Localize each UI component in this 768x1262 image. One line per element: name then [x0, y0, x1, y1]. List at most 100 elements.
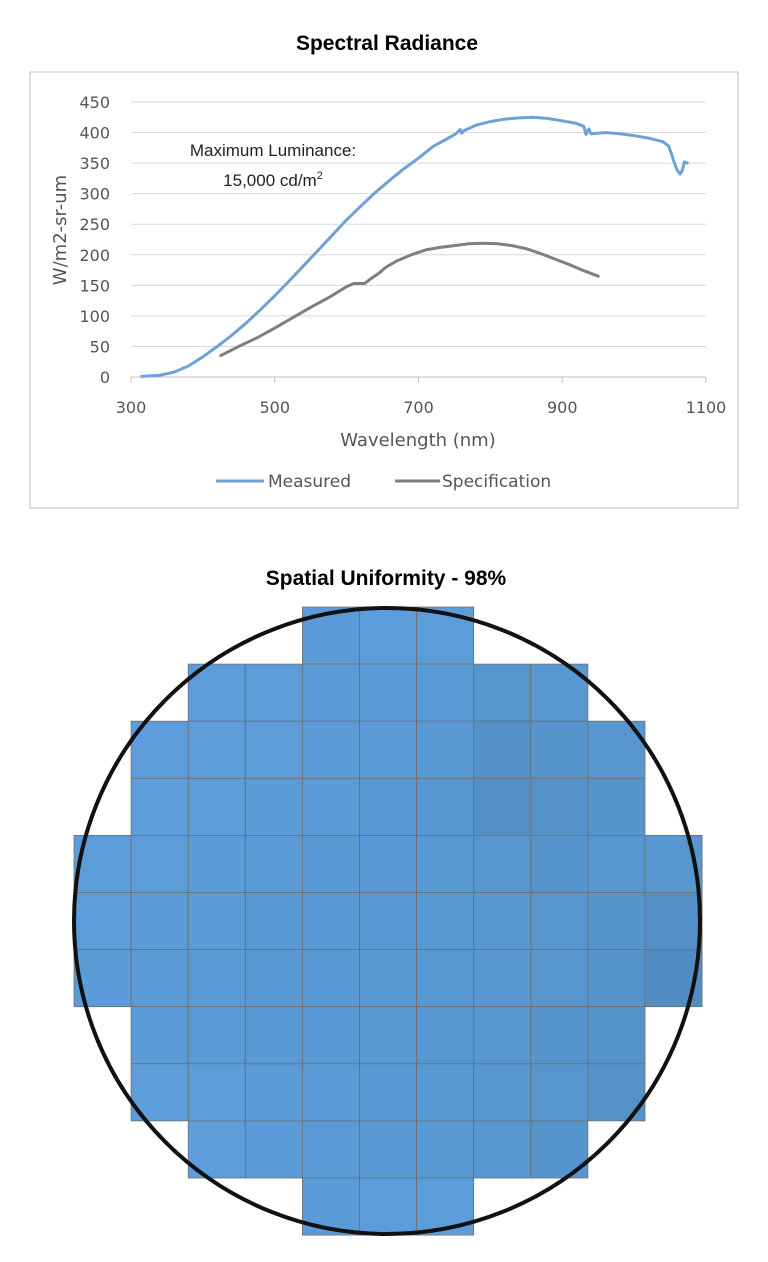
series-line-specification	[219, 241, 600, 358]
uniformity-cell	[244, 777, 303, 836]
legend: Measured Specification	[216, 472, 551, 492]
uniformity-cell	[587, 834, 646, 893]
uniformity-cell	[416, 606, 475, 665]
uniformity-cell	[416, 949, 475, 1008]
gridlines	[131, 101, 706, 347]
uniformity-cell	[244, 1006, 303, 1065]
uniformity-cell	[530, 949, 589, 1008]
uniformity-cell	[416, 1006, 475, 1065]
uniformity-cell	[301, 777, 360, 836]
uniformity-cell	[587, 892, 646, 950]
uniformity-cell	[301, 1063, 360, 1122]
annotation-line-2: 15,000 cd/m2	[223, 170, 323, 190]
uniformity-cell	[644, 892, 703, 950]
annotation-superscript: 2	[317, 170, 323, 182]
uniformity-cell	[244, 834, 303, 893]
uniformity-cell	[587, 777, 646, 836]
x-tick-label: 1100	[686, 398, 727, 417]
uniformity-cell	[416, 720, 475, 779]
uniformity-cell	[530, 1063, 589, 1122]
uniformity-cell	[530, 892, 589, 950]
annotation-value: 15,000 cd/m	[223, 171, 317, 190]
uniformity-cell	[187, 1063, 246, 1122]
y-tick-labels: 0 50 100 150 200 250 300 350 400 450	[79, 93, 110, 387]
uniformity-cell	[244, 892, 303, 950]
uniformity-cell	[301, 720, 360, 779]
uniformity-cell	[359, 777, 417, 836]
uniformity-cell	[130, 1006, 189, 1065]
y-tick-label: 100	[79, 307, 110, 326]
uniformity-cell	[130, 777, 189, 836]
uniformity-cell	[187, 1006, 246, 1065]
uniformity-cell	[301, 834, 360, 893]
uniformity-cell	[530, 1006, 589, 1065]
uniformity-cell	[187, 777, 246, 836]
uniformity-cell	[130, 949, 189, 1008]
uniformity-cell	[416, 834, 475, 893]
uniformity-cell	[187, 720, 246, 779]
spatial-uniformity-chart: Spatial Uniformity - 98%	[72, 567, 703, 1236]
annotation-line-1: Maximum Luminance:	[190, 141, 356, 160]
legend-label-specification: Specification	[442, 472, 551, 492]
uniformity-cell	[587, 949, 646, 1008]
uniformity-cell	[301, 1006, 360, 1065]
uniformity-cell	[130, 834, 189, 893]
y-tick-label: 250	[79, 215, 110, 234]
uniformity-cell	[73, 892, 132, 950]
uniformity-cell	[359, 720, 417, 779]
y-tick-label: 200	[79, 246, 110, 265]
uniformity-cell	[244, 1120, 303, 1179]
y-tick-label: 300	[79, 185, 110, 204]
series-line-measured	[140, 115, 689, 378]
uniformity-cell	[530, 777, 589, 836]
uniformity-cell	[301, 663, 360, 722]
y-tick-label: 400	[79, 124, 110, 143]
uniformity-cell	[587, 1006, 646, 1065]
chart-title: Spectral Radiance	[296, 32, 478, 55]
uniformity-cell	[359, 1177, 417, 1236]
uniformity-cell	[244, 949, 303, 1008]
uniformity-cell	[187, 949, 246, 1008]
x-axis-title: Wavelength (nm)	[340, 430, 496, 451]
uniformity-cell	[301, 892, 360, 950]
uniformity-cell	[473, 949, 532, 1008]
uniformity-cell	[473, 777, 532, 836]
uniformity-cell	[473, 834, 532, 893]
uniformity-cell	[473, 1006, 532, 1065]
uniformity-cell	[473, 1063, 532, 1122]
spectral-radiance-chart: Spectral Radiance 0 50 100 150 200 250 300 350 4…	[29, 32, 739, 509]
uniformity-cell	[301, 1120, 360, 1179]
uniformity-cell	[416, 1063, 475, 1122]
wafer-outline	[72, 606, 702, 1236]
uniformity-cell	[244, 720, 303, 779]
uniformity-cell	[359, 663, 417, 722]
uniformity-cell	[359, 606, 417, 665]
x-tick-label: 500	[259, 398, 290, 417]
y-axis-title: W/m2-sr-um	[50, 175, 71, 285]
x-tick-labels: 300 500 700 900 1100	[116, 398, 727, 417]
uniformity-cell	[530, 720, 589, 779]
uniformity-cell	[187, 892, 246, 950]
uniformity-grid	[73, 606, 703, 1236]
uniformity-cell	[359, 1006, 417, 1065]
uniformity-title: Spatial Uniformity - 98%	[266, 567, 507, 590]
uniformity-cell	[359, 949, 417, 1008]
uniformity-cell	[473, 1120, 532, 1179]
legend-label-measured: Measured	[268, 472, 351, 492]
uniformity-cell	[359, 1063, 417, 1122]
uniformity-cell	[416, 663, 475, 722]
uniformity-cell	[416, 892, 475, 950]
series-lines	[140, 115, 689, 378]
uniformity-cell	[359, 892, 417, 950]
uniformity-cell	[301, 949, 360, 1008]
uniformity-cell	[530, 834, 589, 893]
x-tick-label: 900	[547, 398, 578, 417]
uniformity-cell	[130, 892, 189, 950]
x-tick-label: 700	[403, 398, 434, 417]
uniformity-cell	[473, 892, 532, 950]
uniformity-cell	[359, 1120, 417, 1179]
y-tick-label: 0	[100, 368, 110, 387]
x-tick-label: 300	[116, 398, 147, 417]
y-tick-label: 450	[79, 93, 110, 112]
chart-frame	[29, 71, 739, 509]
